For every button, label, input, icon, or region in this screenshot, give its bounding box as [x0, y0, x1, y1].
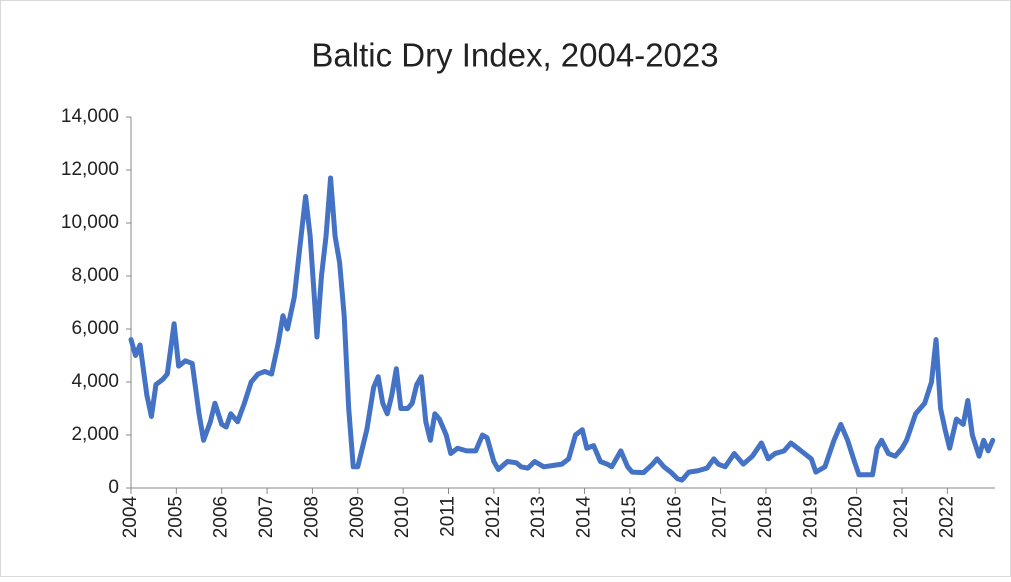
x-tick-label: 2020 [846, 496, 867, 538]
x-tick-label: 2016 [664, 496, 685, 538]
y-tick-label: 0 [108, 477, 119, 498]
y-tick-label: 2,000 [71, 424, 119, 445]
x-tick-label: 2014 [574, 496, 595, 539]
x-tick-label: 2009 [347, 496, 368, 538]
x-tick-label: 2019 [800, 496, 821, 538]
y-tick-label: 4,000 [71, 371, 119, 392]
x-tick-label: 2018 [755, 496, 776, 538]
y-tick-label: 6,000 [71, 318, 119, 339]
x-tick-label: 2012 [483, 496, 504, 538]
x-tick-label: 2013 [528, 496, 549, 538]
y-tick-label: 8,000 [71, 265, 119, 286]
x-tick-label: 2010 [392, 496, 413, 538]
data-line [128, 175, 996, 483]
x-tick-label: 2015 [619, 496, 640, 538]
y-tick-label: 12,000 [61, 159, 119, 180]
chart-title: Baltic Dry Index, 2004-2023 [311, 37, 718, 74]
x-tick-label: 2005 [165, 496, 186, 538]
x-tick-label: 2006 [211, 496, 232, 538]
y-tick-label: 10,000 [61, 212, 119, 233]
x-tick-label: 2007 [256, 496, 277, 538]
x-tick-label: 2004 [120, 496, 141, 539]
x-tick-label: 2021 [891, 496, 912, 538]
x-tick-label: 2011 [437, 496, 458, 537]
y-tick-label: 14,000 [61, 106, 119, 127]
x-tick-label: 2022 [936, 496, 957, 538]
x-tick-label: 2017 [710, 496, 731, 538]
x-tick-label: 2008 [301, 496, 322, 538]
